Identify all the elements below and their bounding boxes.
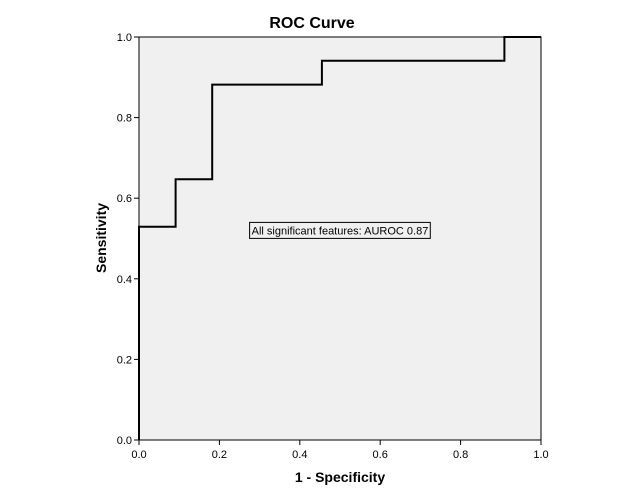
y-tick-label: 0.4 [117, 274, 132, 286]
annotation-box: All significant features: AUROC 0.87 [249, 221, 431, 239]
y-tick-label: 0.8 [117, 113, 132, 125]
y-tick-label: 0.2 [117, 354, 132, 366]
annotation-frame [249, 221, 431, 239]
x-tick-label: 1.0 [533, 449, 548, 461]
chart-title: ROC Curve [269, 15, 354, 32]
x-tick-label: 0.6 [373, 449, 388, 461]
annotation-text: All significant features: AUROC 0.87 [252, 225, 429, 237]
y-axis-label: Sensitivity [93, 203, 109, 273]
x-tick-label: 0.8 [453, 449, 468, 461]
x-axis-label: 1 - Specificity [295, 469, 385, 485]
y-tick-label: 1.0 [117, 32, 132, 44]
roc-curve-line [138, 36, 541, 440]
y-tick-label: 0.6 [117, 193, 132, 205]
x-tick-label: 0.4 [292, 449, 307, 461]
x-tick-label: 0.0 [131, 449, 146, 461]
y-tick-label: 0.0 [117, 435, 132, 447]
x-tick-label: 0.2 [212, 449, 227, 461]
y-axis-ticks: 0.0 0.2 0.4 0.6 0.8 1.0 [117, 32, 139, 447]
x-axis-ticks: 0.0 0.2 0.4 0.6 0.8 1.0 [131, 440, 549, 461]
